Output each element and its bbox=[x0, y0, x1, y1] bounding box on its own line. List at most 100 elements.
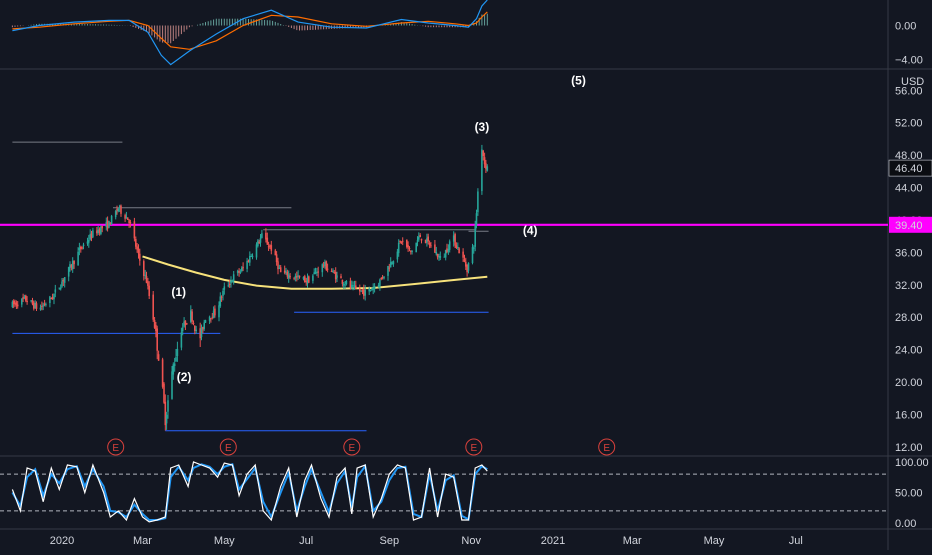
earnings-marker-label: E bbox=[112, 443, 119, 454]
candle-body bbox=[222, 290, 224, 296]
candle-body bbox=[200, 328, 203, 338]
time-tick-label: Sep bbox=[380, 535, 400, 547]
candle-body bbox=[35, 303, 38, 309]
candle-body bbox=[259, 237, 262, 243]
candle-body bbox=[49, 296, 51, 303]
candle-body bbox=[81, 247, 83, 249]
candle-body bbox=[181, 327, 184, 332]
candle-body bbox=[438, 256, 440, 257]
candle-body bbox=[275, 254, 278, 263]
currency-label: USD bbox=[901, 76, 924, 88]
candle-body bbox=[265, 232, 267, 240]
candle-body bbox=[400, 241, 403, 243]
candle-body bbox=[41, 306, 43, 308]
candle-body bbox=[379, 279, 381, 286]
candle-body bbox=[364, 289, 366, 296]
candle-body bbox=[51, 297, 54, 300]
candle-body bbox=[419, 235, 421, 238]
candle-body bbox=[148, 285, 150, 296]
candle-body bbox=[96, 230, 98, 234]
candle-body bbox=[155, 325, 157, 331]
candle-body bbox=[80, 246, 82, 249]
candle-body bbox=[463, 259, 466, 262]
candle-body bbox=[267, 246, 270, 248]
candle-body bbox=[126, 217, 129, 220]
candle-body bbox=[218, 305, 220, 318]
candle-body bbox=[483, 157, 486, 165]
macd-pane bbox=[11, 0, 488, 66]
candle-body bbox=[202, 327, 204, 330]
candle-body bbox=[157, 354, 160, 361]
candle-body bbox=[407, 245, 409, 248]
candle-body bbox=[228, 283, 231, 285]
candle-body bbox=[125, 217, 128, 219]
candle-body bbox=[152, 294, 154, 320]
candle-body bbox=[30, 300, 32, 302]
candle-body bbox=[452, 235, 455, 242]
candle-body bbox=[183, 321, 185, 327]
candle-body bbox=[163, 383, 165, 403]
candle-body bbox=[33, 302, 35, 309]
candle-body bbox=[316, 272, 318, 273]
candle-body bbox=[401, 240, 404, 242]
candle-body bbox=[180, 332, 183, 348]
candle-body bbox=[62, 280, 65, 282]
candle-body bbox=[61, 281, 63, 287]
candle-body bbox=[192, 322, 195, 324]
price-tick-label: 36.00 bbox=[895, 247, 923, 259]
stochastic-d-line bbox=[11, 463, 488, 521]
time-tick-label: 2021 bbox=[541, 535, 565, 547]
price-tick-label: 32.00 bbox=[895, 280, 923, 292]
candle-body bbox=[34, 302, 36, 309]
earnings-marker-circle bbox=[465, 438, 483, 456]
candle-body bbox=[424, 239, 427, 244]
candle-body bbox=[352, 285, 354, 287]
wave-label: (3) bbox=[475, 120, 490, 134]
candle-body bbox=[15, 302, 18, 306]
candle-body bbox=[156, 328, 158, 351]
candle-body bbox=[77, 251, 79, 266]
support-resistance-tag bbox=[889, 216, 932, 233]
stochastic-tick-label: 100.00 bbox=[895, 457, 929, 469]
price-tick-label: 56.00 bbox=[895, 85, 923, 97]
candle-body bbox=[380, 278, 383, 279]
candle-body bbox=[133, 221, 136, 239]
candle-body bbox=[191, 311, 193, 322]
time-tick-label: 2020 bbox=[50, 535, 74, 547]
candle-body bbox=[108, 220, 110, 228]
candle-body bbox=[485, 163, 487, 169]
stochastic-tick-label: 0.00 bbox=[895, 518, 916, 530]
candle-body bbox=[336, 275, 338, 278]
candle-body bbox=[223, 286, 226, 290]
candle-body bbox=[341, 279, 344, 284]
candle-body bbox=[220, 296, 223, 298]
candle-body bbox=[164, 401, 167, 426]
candle-body bbox=[21, 298, 23, 305]
candle-body bbox=[105, 222, 108, 227]
stochastic-k-line bbox=[11, 461, 488, 523]
candle-body bbox=[250, 255, 252, 257]
candle-body bbox=[443, 256, 446, 258]
candle-body bbox=[317, 271, 319, 273]
candle-body bbox=[143, 261, 145, 276]
candle-body bbox=[466, 264, 468, 273]
candle-body bbox=[351, 284, 353, 288]
candle-body bbox=[289, 276, 291, 278]
stochastic-pane bbox=[0, 461, 888, 523]
candle-body bbox=[455, 245, 458, 248]
earnings-marker-circle bbox=[343, 438, 361, 456]
time-tick-label: Nov bbox=[461, 535, 481, 547]
candle-body bbox=[255, 244, 258, 258]
candle-body bbox=[304, 276, 306, 283]
candle-body bbox=[436, 253, 439, 258]
candle-body bbox=[411, 250, 413, 252]
candle-body bbox=[368, 288, 370, 292]
candle-body bbox=[167, 400, 169, 412]
candle-body bbox=[314, 271, 317, 274]
candle-body bbox=[387, 266, 389, 276]
candle-body bbox=[11, 301, 14, 307]
earnings-marker-circle bbox=[107, 438, 125, 456]
